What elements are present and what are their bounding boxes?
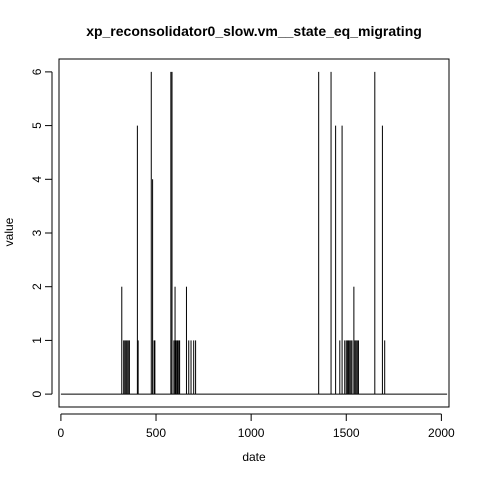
x-axis: 0 500 1000 1500 2000: [58, 413, 455, 440]
y-tick-label: 2: [30, 283, 44, 290]
plot-frame: [58, 58, 450, 408]
y-tick-label: 0: [30, 390, 44, 397]
x-tick-label: 500: [146, 426, 166, 440]
x-axis-label: date: [242, 450, 266, 464]
x-tick-label: 0: [58, 426, 65, 440]
x-tick-label: 1500: [333, 426, 360, 440]
x-tick-label: 1000: [238, 426, 265, 440]
y-tick-label: 4: [30, 176, 44, 183]
data-series: [60, 71, 448, 395]
chart-title: xp_reconsolidator0_slow.vm__state_eq_mig…: [86, 23, 422, 39]
y-tick-label: 6: [30, 68, 44, 75]
y-tick-label: 3: [30, 229, 44, 236]
y-axis: 0 1 2 3 4 5 6: [30, 68, 53, 397]
x-tick-label: 2000: [428, 426, 455, 440]
y-tick-label: 1: [30, 337, 44, 344]
y-tick-label: 5: [30, 122, 44, 129]
y-axis-label: value: [2, 217, 16, 246]
